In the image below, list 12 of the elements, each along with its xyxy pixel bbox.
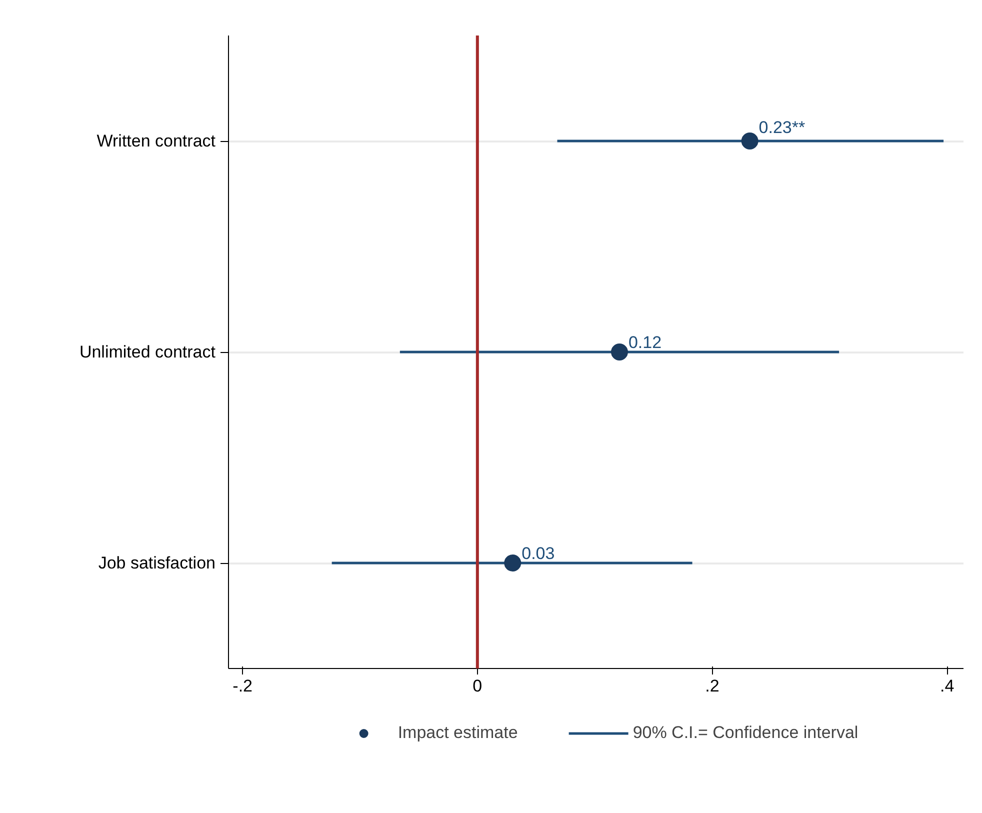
y-tick-label: Unlimited contract bbox=[79, 342, 216, 362]
y-tick-label: Job satisfaction bbox=[98, 554, 216, 572]
legend-label: Impact estimate bbox=[398, 723, 518, 743]
x-tick-label: .2 bbox=[705, 676, 720, 696]
x-tick-label: .4 bbox=[940, 676, 954, 696]
data-label: 0.03 bbox=[522, 544, 555, 563]
text: 90% C.I.= Confidence interval bbox=[632, 723, 858, 743]
y-tick-label: Written contract bbox=[96, 132, 216, 150]
x-tick-label: 0 bbox=[472, 676, 482, 696]
data-label: 0.12 bbox=[628, 333, 662, 352]
data-label: 0.23** bbox=[758, 118, 806, 137]
x-tick-label: -.2 bbox=[232, 676, 253, 696]
